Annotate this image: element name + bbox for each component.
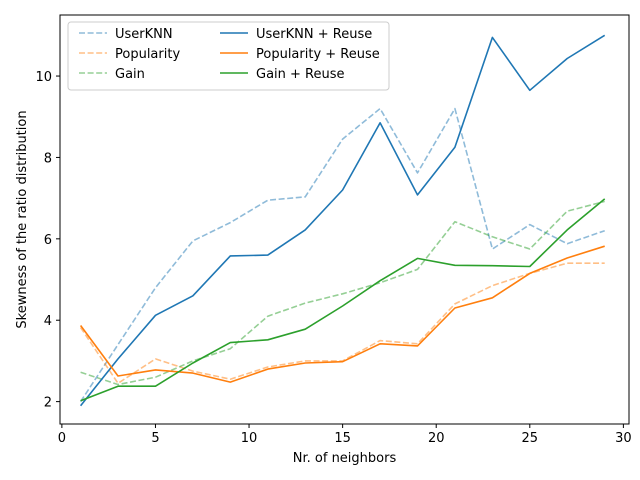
plot-lines	[79, 34, 606, 407]
series-line-4	[79, 245, 605, 383]
y-tick-label: 8	[44, 151, 52, 166]
y-tick-label: 10	[35, 70, 52, 85]
y-axis-label: Skewness of the ratio distribution	[15, 110, 30, 328]
x-tick-label: 20	[428, 431, 445, 446]
legend-entry: UserKNN + Reuse	[256, 27, 372, 42]
x-tick-label: 30	[615, 431, 632, 446]
legend-entry: UserKNN	[115, 27, 173, 42]
series-line-0	[79, 107, 605, 403]
plot-frame	[59, 14, 630, 425]
legend-entry: Popularity	[115, 47, 180, 62]
series-line-1	[79, 262, 605, 385]
x-tick-label: 5	[151, 431, 159, 446]
x-tick-label: 25	[522, 431, 539, 446]
legend: UserKNN Popularity Gain UserKNN + Reuse Popu…	[67, 21, 390, 91]
series-line-2	[80, 200, 605, 386]
y-tick-label: 2	[44, 396, 52, 411]
series-line-5	[80, 198, 606, 402]
x-axis-label: Nr. of neighbors	[293, 451, 397, 466]
legend-entry: Popularity + Reuse	[256, 47, 380, 62]
legend-box	[67, 21, 390, 91]
legend-entry: Gain	[115, 67, 145, 82]
x-tick-label: 10	[241, 431, 258, 446]
y-axis: 2 4 6 8 10	[35, 70, 60, 411]
y-tick-label: 6	[44, 233, 52, 248]
x-axis: 0 5 10 15 20 25 30	[58, 424, 632, 446]
series-line-3	[79, 34, 606, 407]
legend-entry: Gain + Reuse	[256, 67, 345, 82]
x-tick-label: 15	[334, 431, 351, 446]
x-tick-label: 0	[58, 431, 66, 446]
y-tick-label: 4	[44, 314, 52, 329]
